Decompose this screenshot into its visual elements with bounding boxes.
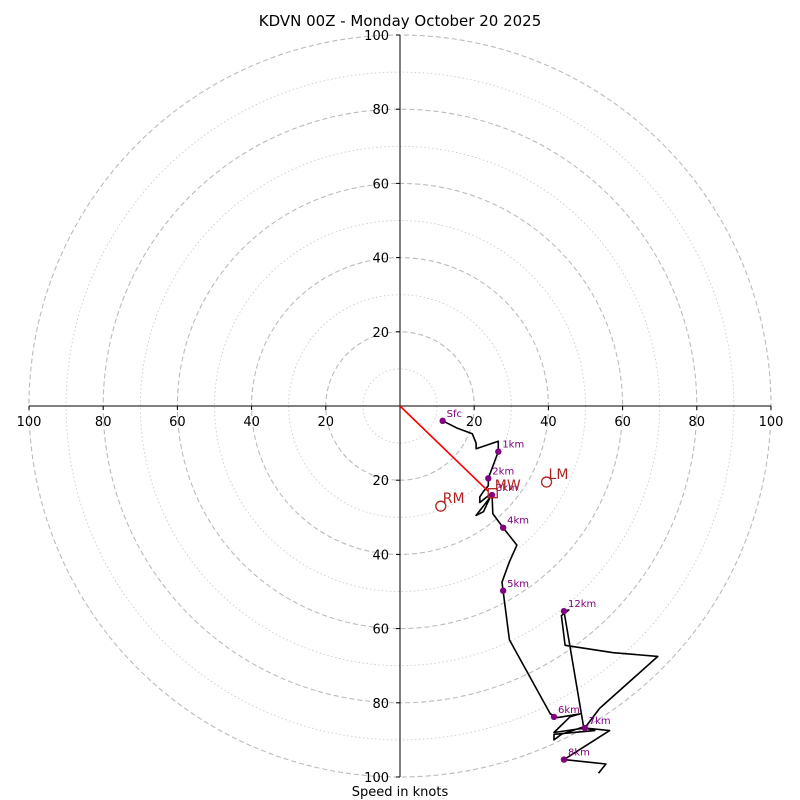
height-marker-label: 3km: [496, 483, 518, 494]
bunkers-shear-line: [399, 405, 489, 492]
y-tick-label: 100: [364, 29, 389, 44]
height-marker-dot: [485, 475, 492, 482]
height-marker-label: 8km: [568, 748, 590, 759]
height-marker-label: 7km: [589, 716, 611, 727]
y-tick-label: 80: [372, 697, 389, 712]
x-tick-label: 40: [540, 415, 557, 430]
x-tick-label: 80: [689, 415, 706, 430]
y-tick-label: 20: [372, 474, 389, 489]
x-tick-label: 60: [614, 415, 631, 430]
x-axis-label: Speed in knots: [352, 785, 449, 800]
storm-vector-marker: [487, 488, 498, 499]
height-marker-label: 4km: [507, 516, 529, 527]
storm-vector-label: LM: [549, 467, 569, 483]
height-marker-label: 2km: [492, 466, 514, 477]
y-tick-label: 60: [372, 623, 389, 638]
height-marker-label: Sfc: [447, 409, 462, 420]
y-tick-label: 40: [372, 252, 389, 267]
storm-vector-label: RM: [443, 491, 465, 507]
height-markers: Sfc 1km 2km 3km 4km 5km 6km 7km 8km 12km: [439, 409, 611, 763]
height-marker-label: 12km: [568, 599, 596, 610]
y-tick-label: 80: [372, 103, 389, 118]
storm-motion-vectors: RM LM MW: [435, 467, 569, 512]
x-tick-label: 60: [169, 415, 186, 430]
x-tick-label: 80: [95, 415, 112, 430]
y-tick-label: 60: [372, 177, 389, 192]
height-marker-label: 1km: [502, 440, 524, 451]
x-tick-label: 100: [759, 415, 784, 430]
x-tick-label: 20: [318, 415, 335, 430]
height-marker-dot: [560, 607, 568, 615]
y-tick-label: 20: [372, 326, 389, 341]
height-marker-dot: [499, 587, 507, 594]
height-marker-dot: [439, 417, 446, 425]
storm-vector-marker: [540, 476, 553, 488]
chart-title: KDVN 00Z - Monday October 20 2025: [259, 12, 542, 30]
height-marker-dot: [581, 724, 588, 732]
height-marker-label: 6km: [558, 705, 580, 716]
height-marker-dot: [550, 713, 558, 721]
x-tick-label: 40: [243, 415, 260, 430]
height-marker-dot: [488, 491, 496, 499]
height-marker-dot: [495, 448, 502, 455]
y-tick-label: 40: [372, 548, 389, 563]
bunkers-line: [399, 405, 489, 492]
storm-vector-label: MW: [495, 478, 521, 494]
axis-ticks: 100 100 100 100 80 80 80 80 60 60 60 60 40 40 40 40 20 20…: [17, 29, 784, 786]
x-tick-label: 20: [466, 415, 483, 430]
height-marker-dot: [560, 756, 568, 763]
y-tick-label: 100: [364, 771, 389, 786]
x-tick-label: 100: [17, 415, 42, 430]
height-marker-dot: [499, 524, 507, 531]
storm-vector-marker: [435, 500, 447, 512]
height-marker-label: 5km: [507, 579, 529, 590]
